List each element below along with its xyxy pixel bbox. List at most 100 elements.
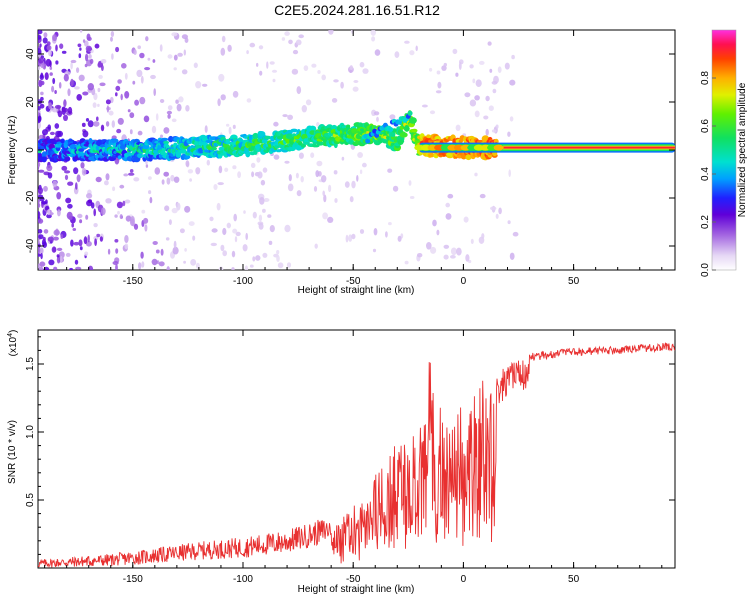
- snr-multiplier-exp: 4: [7, 333, 14, 337]
- spectrogram-speckle: [249, 264, 254, 268]
- spectrogram-speckle: [426, 242, 432, 250]
- spectrogram-speckle: [48, 49, 52, 57]
- spectrogram-speckle: [47, 236, 54, 242]
- svg-text:(x104): (x104): [7, 330, 19, 357]
- spectrogram-speckle: [49, 66, 53, 70]
- spectrogram-ridge-cell: [185, 155, 191, 159]
- spectrogram-speckle: [443, 244, 450, 249]
- spectrogram-speckle: [141, 261, 145, 268]
- spectrogram-speckle: [458, 61, 462, 70]
- spectrogram-speckle: [60, 234, 64, 239]
- spectrogram-speckle: [128, 172, 135, 176]
- spectrogram-speckle: [55, 60, 59, 65]
- spectrogram-speckle: [300, 176, 304, 183]
- spectrogram-speckle: [159, 44, 163, 52]
- spectrogram-speckle: [132, 80, 136, 85]
- spectrogram-ridge-cell: [148, 155, 153, 162]
- spectrogram-speckle: [349, 196, 354, 203]
- spectrogram-speckle: [72, 228, 77, 231]
- spectrogram-speckle: [211, 228, 218, 233]
- spectrogram-speckle: [38, 234, 44, 240]
- spectrogram-speckle: [96, 233, 101, 238]
- spectrogram-speckle: [224, 167, 229, 172]
- spectrogram-speckle: [123, 173, 129, 177]
- spectrogram-speckle: [284, 160, 290, 164]
- spectrogram-speckle: [61, 165, 68, 171]
- spectrogram-speckle: [48, 102, 53, 110]
- spectrogram-speckle: [110, 96, 114, 104]
- y-tick-label: -40: [25, 238, 36, 253]
- spectrogram-speckle: [266, 61, 269, 69]
- x-tick-label: 50: [568, 574, 580, 585]
- spectrogram-speckle: [234, 236, 238, 243]
- spectrogram-speckle: [85, 241, 92, 247]
- spectrogram-speckle: [352, 86, 359, 92]
- spectrogram-speckle: [220, 94, 226, 101]
- spectrogram-speckle: [38, 210, 41, 219]
- spectrogram-speckle: [116, 201, 123, 209]
- spectrogram-speckle: [210, 242, 217, 247]
- spectrogram-speckle: [64, 170, 71, 174]
- spectrogram-speckle: [315, 170, 320, 178]
- spectrogram-speckle: [137, 45, 141, 50]
- spectrogram-speckle: [51, 246, 57, 253]
- spectrogram-speckle: [105, 99, 111, 105]
- spectrogram-speckle: [269, 225, 275, 233]
- spectrogram-speckle: [151, 258, 158, 266]
- spectrogram-speckle: [489, 68, 493, 73]
- spectrogram-speckle: [455, 124, 461, 131]
- spectrogram-speckle: [145, 36, 149, 42]
- spectrogram-speckle: [70, 62, 73, 70]
- spectrogram-speckle: [296, 190, 302, 197]
- spectrogram-speckle: [38, 111, 40, 117]
- spectrogram-speckle: [474, 172, 478, 177]
- spectrogram-speckle: [443, 254, 449, 260]
- spectrogram-speckle: [262, 252, 268, 258]
- spectrogram-speckle: [171, 207, 178, 214]
- snr-multiplier-base: (x10: [8, 336, 19, 356]
- spectrogram-speckle: [327, 216, 334, 223]
- spectrogram-speckle: [99, 236, 103, 242]
- spectrogram-speckle: [42, 129, 48, 136]
- spectrogram-speckle: [435, 90, 442, 94]
- spectrogram-speckle: [82, 91, 89, 96]
- spectrogram-speckle: [273, 154, 280, 160]
- spectrogram-ridge-cell: [408, 122, 415, 128]
- spectrogram-ridge-cell: [41, 156, 47, 163]
- spectrogram-speckle: [356, 175, 359, 182]
- spectrogram-speckle: [483, 115, 489, 120]
- spectrogram-speckle: [39, 261, 46, 267]
- spectrogram-speckle: [133, 177, 140, 182]
- spectrogram-speckle: [82, 39, 86, 43]
- spectrogram-speckle: [504, 62, 510, 70]
- spectrogram-speckle: [38, 134, 44, 140]
- spectrogram-speckle: [474, 95, 480, 101]
- spectrogram-speckle: [129, 169, 134, 173]
- spectrogram-speckle: [39, 74, 44, 80]
- spectrogram-speckle: [292, 49, 299, 55]
- spectrogram-speckle: [255, 255, 261, 261]
- spectrogram-speckle: [65, 252, 71, 257]
- spectrogram-speckle: [258, 45, 264, 50]
- spectrogram-speckle: [63, 99, 67, 108]
- spectrogram-speckle: [153, 88, 156, 96]
- spectrogram-speckle: [233, 213, 237, 222]
- spectrogram-speckle: [54, 123, 60, 129]
- spectrogram-speckle: [222, 250, 227, 257]
- spectrogram-speckle: [173, 54, 178, 61]
- spectrogram-ridge-cell: [163, 140, 170, 145]
- spectrogram-speckle: [173, 176, 180, 183]
- spectrogram-speckle: [53, 229, 60, 236]
- spectrogram-speckle: [287, 183, 294, 192]
- spectrogram-speckle: [245, 232, 248, 241]
- snr-multiplier: (x104): [7, 330, 19, 357]
- spectrogram-speckle: [148, 190, 152, 195]
- spectrogram-ridge-cell: [38, 153, 42, 157]
- spectrogram-ridge-cell: [397, 140, 404, 145]
- spectrogram-speckle: [322, 212, 328, 220]
- spectrogram-ridge-cell: [264, 135, 272, 140]
- spectrogram-speckle: [349, 65, 353, 71]
- spectrogram-speckle: [385, 231, 388, 238]
- spectrogram-speckle: [116, 128, 122, 134]
- spectrogram-speckle: [94, 43, 100, 49]
